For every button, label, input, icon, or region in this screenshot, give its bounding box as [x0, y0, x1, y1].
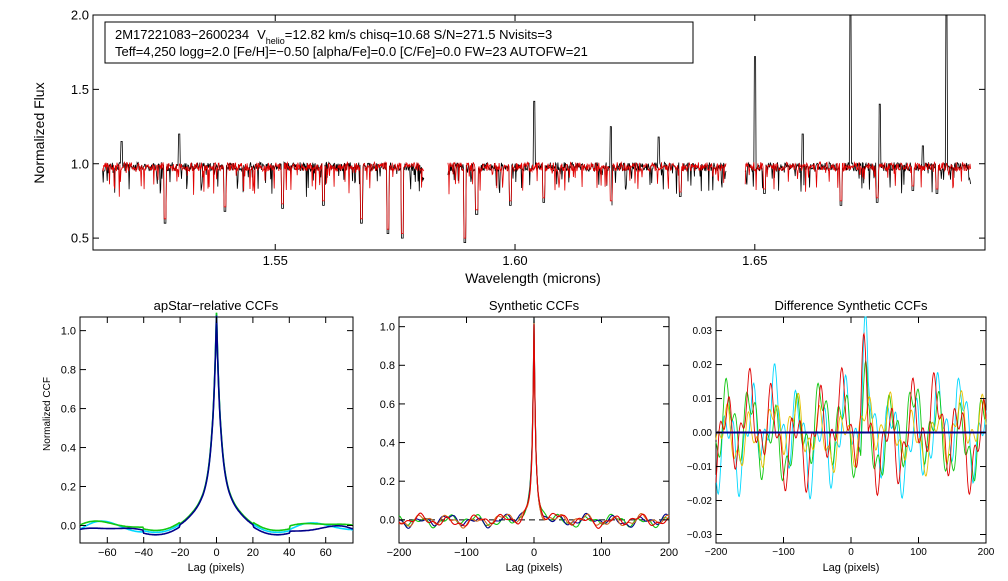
difference-ccf-ytick-label: 0.00 — [693, 428, 713, 439]
apstar-ccf-series-2 — [79, 312, 354, 532]
difference-ccf-ytick-label: −0.02 — [687, 496, 713, 507]
difference-ccf-ytick-label: 0.03 — [693, 326, 713, 337]
difference-ccf-xtick-label: 100 — [910, 547, 927, 558]
apstar-ccf-xtick-label: 20 — [247, 547, 259, 559]
star-id: 2M17221083−2600234 — [115, 27, 249, 42]
apstar-ccf-series-3 — [79, 315, 354, 536]
spectrum-series-model-chip-2 — [447, 161, 727, 239]
difference-ccf-series-2 — [715, 359, 987, 482]
synthetic-ccf-xlabel: Lag (pixels) — [506, 562, 563, 574]
spectrum-series-observed-chip-1 — [102, 133, 425, 239]
apstar-ccf-xtick-label: −20 — [171, 547, 190, 559]
v-label: V — [257, 27, 266, 42]
spectrum-panel: 1.55 1.60 1.65 0.5 1.0 1.5 2.0 2M17221083−2600… — [31, 8, 986, 286]
difference-ccf-xtick-label: 200 — [978, 547, 995, 558]
apstar-ccf-xtick-label: 40 — [283, 547, 295, 559]
synthetic-ccf-xtick-label: 0 — [531, 547, 537, 559]
difference-ccf-xlabel: Lag (pixels) — [823, 562, 880, 574]
difference-ccf-ytick-label: 0.01 — [693, 394, 713, 405]
apstar-ccf-ytick-label: 0.4 — [61, 442, 76, 454]
info-line-2: Teff=4,250 logg=2.0 [Fe/H]=−0.50 [alpha/… — [115, 44, 588, 59]
apstar-ccf-ylabel: Normalized CCF — [42, 377, 53, 451]
synthetic-ccf-xtick-label: 200 — [660, 547, 678, 559]
apstar-ccf-xtick-label: 0 — [213, 547, 219, 559]
synthetic-ccf-ytick-label: 0.2 — [380, 476, 395, 488]
synthetic-ccf-ytick-label: 0.4 — [380, 437, 395, 449]
apstar-ccf-frame — [79, 316, 354, 544]
apstar-ccf-ytick-label: 0.8 — [61, 364, 76, 376]
difference-ccf-ytick-label: −0.01 — [687, 462, 713, 473]
difference-ccf-ytick-label: 0.02 — [693, 360, 713, 371]
spectrum-ytick-label: 2.0 — [71, 8, 89, 23]
spectrum-axes: 1.55 1.60 1.65 0.5 1.0 1.5 2.0 — [71, 8, 985, 268]
difference-ccf-ytick-label: −0.03 — [687, 530, 713, 541]
apstar-ccf-ytick-label: 0.6 — [61, 403, 76, 415]
apstar-ccf-ytick-label: 1.0 — [61, 325, 76, 337]
apstar-ccf-panel: −60 −40 −20 0 20 40 60 0.0 0.2 0.4 0.6 0.8 1.0 apSta… — [42, 298, 354, 574]
synthetic-ccf-xtick-label: −100 — [454, 547, 479, 559]
difference-ccf-xtick-label: −200 — [705, 547, 728, 558]
synthetic-ccf-series-4 — [398, 324, 670, 529]
apstar-ccf-ytick-label: 0.0 — [61, 520, 76, 532]
difference-ccf-panel: −200 −100 0 100 200 −0.03 −0.02 −0.01 0.00 0.01 0.… — [687, 298, 995, 574]
synthetic-ccf-ytick-label: 1.0 — [380, 322, 395, 334]
synthetic-ccf-ytick-label: 0.6 — [380, 399, 395, 411]
apstar-ccf-xtick-label: −40 — [134, 547, 153, 559]
spectrum-series-model-chip-1 — [102, 160, 425, 234]
spectrum-ylabel: Normalized Flux — [31, 82, 47, 183]
synthetic-ccf-ytick-label: 0.0 — [380, 515, 395, 527]
spectrum-xtick-label: 1.60 — [502, 253, 527, 268]
apstar-ccf-xlabel: Lag (pixels) — [188, 562, 245, 574]
spectrum-xtick-label: 1.55 — [263, 253, 288, 268]
synthetic-ccf-panel: −200 −100 0 100 200 0.0 0.2 0.4 0.6 0.8 1.0 Synthe… — [380, 298, 678, 574]
synthetic-ccf-data — [398, 317, 670, 529]
difference-ccf-xtick-label: 0 — [848, 547, 854, 558]
difference-ccf-frame — [715, 316, 987, 544]
difference-ccf-axes: −200 −100 0 100 200 −0.03 −0.02 −0.01 0.00 0.01 0.… — [687, 317, 995, 558]
info-line-1-rest: =12.82 km/s chisq=10.68 S/N=271.5 Nvisit… — [285, 27, 552, 42]
info-box-frame — [104, 21, 694, 64]
spectrum-series-observed-chip-2 — [447, 100, 727, 243]
synthetic-ccf-xtick-label: −200 — [387, 547, 412, 559]
spectrum-xtick-label: 1.65 — [742, 253, 767, 268]
spectrum-ytick-label: 1.5 — [71, 82, 89, 97]
spectrum-xlabel: Wavelength (microns) — [465, 270, 601, 286]
apstar-ccf-axes: −60 −40 −20 0 20 40 60 0.0 0.2 0.4 0.6 0.8 1.0 — [61, 317, 353, 559]
difference-ccf-data — [715, 316, 987, 500]
synthetic-ccf-ytick-label: 0.8 — [380, 360, 395, 372]
spectrum-series-model-chip-3 — [744, 160, 971, 202]
spectrum-ytick-label: 1.0 — [71, 156, 89, 171]
spectrum-data — [102, 14, 971, 243]
info-box: 2M17221083−2600234 Vhelio=12.82 km/s chis… — [104, 21, 694, 64]
spectrum-ytick-label: 0.5 — [71, 231, 89, 246]
difference-ccf-xtick-label: −100 — [772, 547, 795, 558]
apstar-ccf-ytick-label: 0.2 — [61, 481, 76, 493]
synthetic-ccf-axes: −200 −100 0 100 200 0.0 0.2 0.4 0.6 0.8 1.0 — [380, 317, 678, 559]
apstar-ccf-data — [79, 312, 354, 536]
apstar-ccf-xtick-label: −60 — [98, 547, 117, 559]
synthetic-ccf-xtick-label: 100 — [592, 547, 610, 559]
difference-ccf-title: Difference Synthetic CCFs — [775, 298, 928, 313]
info-line-1: 2M17221083−2600234 Vhelio=12.82 km/s chis… — [115, 27, 552, 46]
v-subscript: helio — [266, 36, 285, 46]
spectrum-frame — [92, 14, 986, 251]
apstar-ccf-xtick-label: 60 — [320, 547, 332, 559]
apstar-ccf-title: apStar−relative CCFs — [154, 298, 279, 313]
spectrum-series-observed-chip-3 — [744, 14, 971, 206]
synthetic-ccf-title: Synthetic CCFs — [489, 298, 580, 313]
